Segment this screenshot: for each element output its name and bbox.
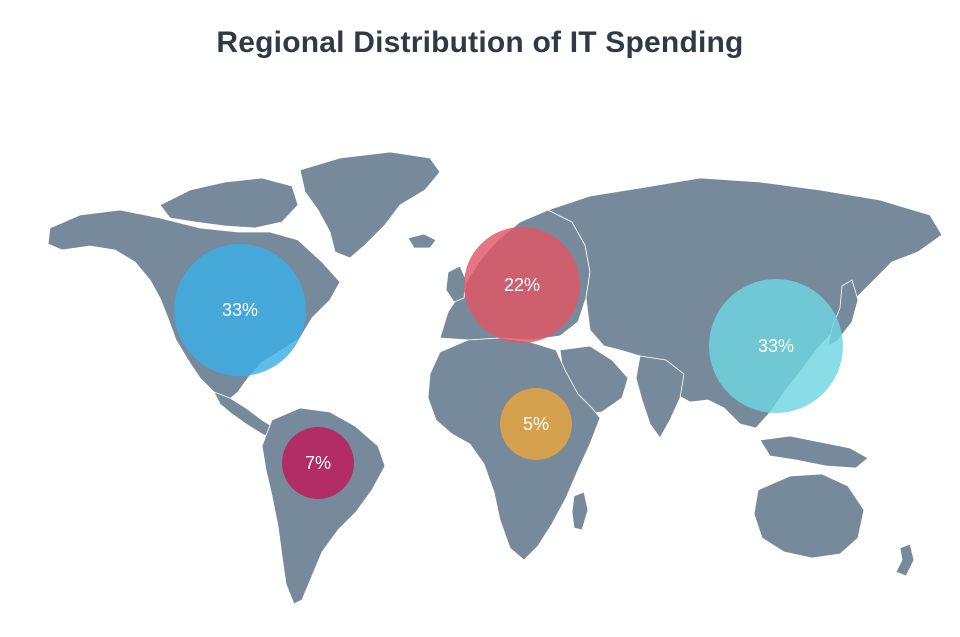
arctic-islands-shape [159, 177, 299, 229]
bubble-latin-america [282, 427, 354, 499]
iceland-shape [407, 233, 437, 249]
new-zealand-shape [895, 543, 915, 577]
madagascar-shape [571, 491, 589, 531]
australia-shape [753, 473, 865, 559]
bubble-asia-pacific [709, 279, 843, 413]
bubble-label-asia-pacific: 33% [758, 336, 794, 356]
bubbles-layer: 33% 22% 33% 7% 5% [174, 227, 843, 499]
bubble-africa-middle-east [500, 388, 572, 460]
bubble-label-africa-middle-east: 5% [523, 414, 549, 434]
bubble-label-latin-america: 7% [305, 453, 331, 473]
bubble-label-europe: 22% [504, 275, 540, 295]
southeast-asia-islands-shape [759, 435, 869, 469]
british-isles-shape [445, 265, 467, 303]
greenland-shape [299, 151, 441, 259]
bubble-europe [464, 227, 580, 343]
india-shape [635, 355, 685, 439]
chart-title: Regional Distribution of IT Spending [216, 26, 744, 59]
bubble-label-north-america: 33% [222, 300, 258, 320]
bubble-north-america [174, 244, 306, 376]
